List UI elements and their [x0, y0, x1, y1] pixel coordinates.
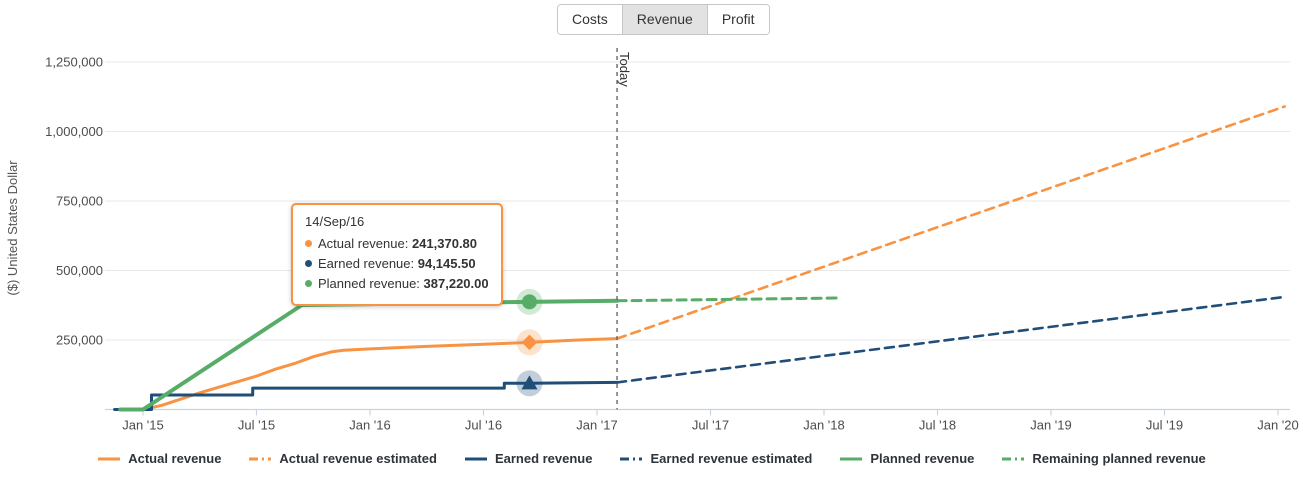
y-axis-tick-label: 1,000,000: [45, 124, 103, 139]
earned-revenue-marker-icon: [521, 375, 538, 390]
series-bullet-icon: [305, 240, 312, 248]
tooltip-rows: Actual revenue: 241,370.80 Earned revenue…: [305, 234, 489, 294]
dashed-line-swatch-icon: [249, 457, 272, 460]
x-axis-tick-label: Jul '19: [1146, 418, 1183, 433]
tooltip-row: Earned revenue: 94,145.50: [305, 254, 489, 274]
legend-item-actual-revenue-estimated[interactable]: Actual revenue estimated: [248, 451, 437, 466]
chart-tooltip: 14/Sep/16 Actual revenue: 241,370.80 Earn…: [291, 203, 503, 306]
series-line-remaining-planned-revenue: [615, 296, 841, 303]
tooltip-date: 14/Sep/16: [305, 214, 365, 229]
chart-tab-bar: Costs Revenue Profit: [557, 4, 770, 35]
dashed-line-swatch-icon: [620, 457, 643, 460]
legend-item-remaining-planned-revenue[interactable]: Remaining planned revenue: [1001, 451, 1206, 466]
x-axis-tick-label: Jan '19: [1030, 418, 1072, 433]
legend-label: Earned revenue: [494, 451, 593, 466]
x-axis-tick-label: Jan '18: [803, 418, 845, 433]
planned-revenue-marker-icon: [521, 294, 537, 310]
x-axis-tick-label: Jan '20: [1257, 418, 1299, 433]
x-axis-tick-label: Jan '17: [576, 418, 618, 433]
series-bullet-icon: [305, 260, 312, 268]
tooltip-series-value: 241,370.80: [411, 236, 478, 252]
tooltip-series-label: Actual revenue:: [318, 236, 412, 252]
series-line-actual-revenue-estimated: [615, 105, 1286, 340]
y-axis-tick-label: 500,000: [56, 263, 103, 278]
legend-label: Planned revenue: [870, 451, 975, 466]
legend-item-planned-revenue[interactable]: Planned revenue: [839, 451, 974, 466]
y-axis-tick-label: 250,000: [56, 333, 103, 348]
solid-line-swatch-icon: [98, 457, 121, 460]
legend-item-earned-revenue-estimated[interactable]: Earned revenue estimated: [619, 451, 812, 466]
legend-item-actual-revenue[interactable]: Actual revenue: [97, 451, 221, 466]
legend-label: Actual revenue: [128, 451, 222, 466]
tab-revenue[interactable]: Revenue: [621, 5, 707, 34]
solid-line-swatch-icon: [464, 457, 487, 460]
y-axis-title: ($) United States Dollar: [5, 160, 20, 296]
tooltip-row: Actual revenue: 241,370.80: [305, 234, 489, 254]
tab-costs[interactable]: Costs: [558, 5, 622, 34]
series-line-actual-revenue: [141, 337, 619, 411]
tooltip-series-label: Earned revenue:: [318, 256, 418, 272]
x-axis-tick-label: Jul '16: [465, 418, 502, 433]
x-axis-tick-label: Jan '16: [349, 418, 391, 433]
tooltip-series-value: 387,220.00: [423, 276, 489, 292]
chart-legend: Actual revenue Actual revenue estimated Ea…: [0, 451, 1303, 466]
y-axis-tick-label: 1,250,000: [45, 55, 103, 70]
solid-line-swatch-icon: [840, 457, 863, 460]
x-axis-tick-label: Jul '17: [692, 418, 729, 433]
x-axis-tick-label: Jan '15: [122, 418, 164, 433]
legend-item-earned-revenue[interactable]: Earned revenue: [464, 451, 593, 466]
legend-label: Remaining planned revenue: [1032, 451, 1206, 466]
x-axis-tick-label: Jul '18: [919, 418, 956, 433]
y-axis-tick-label: 750,000: [56, 194, 103, 209]
tooltip-series-label: Planned revenue:: [318, 276, 424, 292]
legend-label: Earned revenue estimated: [650, 451, 813, 466]
tab-profit[interactable]: Profit: [706, 5, 769, 34]
tooltip-series-value: 94,145.50: [417, 256, 476, 272]
series-bullet-icon: [305, 280, 312, 288]
dashed-line-swatch-icon: [1002, 457, 1025, 460]
x-axis-tick-label: Jul '15: [238, 418, 275, 433]
tooltip-row: Planned revenue: 387,220.00: [305, 274, 489, 294]
legend-label: Actual revenue estimated: [279, 451, 437, 466]
series-line-earned-revenue-estimated: [615, 295, 1286, 384]
today-label: Today: [617, 52, 632, 87]
